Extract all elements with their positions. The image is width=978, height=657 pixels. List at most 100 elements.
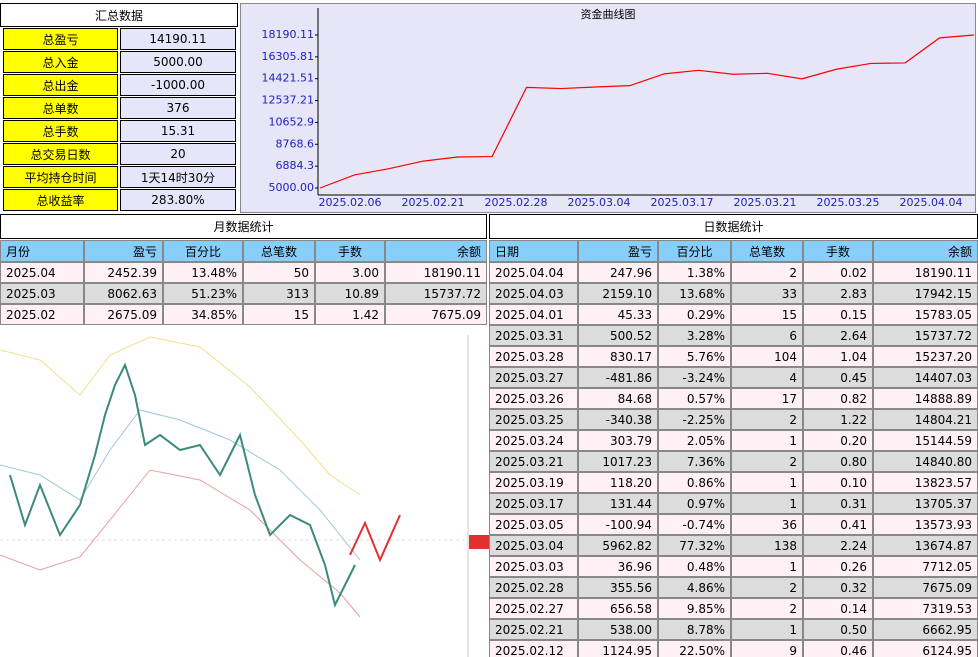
summary-label: 总手数 <box>3 120 118 142</box>
daily-table: 日数据统计 日期 盈亏 百分比 总笔数 手数 余额 2025.04.04 247.96 1.38%… <box>489 214 978 657</box>
table-cell: 2025.02.12 <box>489 640 578 657</box>
table-cell: 4 <box>731 367 803 388</box>
summary-label: 总入金 <box>3 51 118 73</box>
table-cell: 830.17 <box>578 346 658 367</box>
table-cell: 2025.03.17 <box>489 493 578 514</box>
table-cell: 2025.03.26 <box>489 388 578 409</box>
table-cell: 77.32% <box>658 535 731 556</box>
table-cell: 10.89 <box>315 283 385 304</box>
table-cell: 0.50 <box>803 619 873 640</box>
band-mid <box>0 409 361 561</box>
table-cell: 656.58 <box>578 598 658 619</box>
table-cell: 0.46 <box>803 640 873 657</box>
y-tick-label: 6884.3 <box>276 159 315 172</box>
table-cell: 303.79 <box>578 430 658 451</box>
x-tick-label: 2025.02.28 <box>485 196 548 209</box>
table-cell: 2025.02.28 <box>489 577 578 598</box>
table-cell: 0.82 <box>803 388 873 409</box>
column-header: 手数 <box>803 240 873 262</box>
table-cell: 2025.03 <box>0 283 84 304</box>
table-title: 月数据统计 <box>0 214 487 239</box>
summary-label: 平均持仓时间 <box>3 166 118 188</box>
table-cell: 0.32 <box>803 577 873 598</box>
x-tick-label: 2025.02.21 <box>402 196 465 209</box>
table-cell: 247.96 <box>578 262 658 283</box>
table-cell: 0.26 <box>803 556 873 577</box>
table-cell: 15737.72 <box>873 325 978 346</box>
table-cell: 18190.11 <box>873 262 978 283</box>
table-cell: 0.45 <box>803 367 873 388</box>
table-cell: 104 <box>731 346 803 367</box>
table-cell: -2.25% <box>658 409 731 430</box>
y-tick-label: 12537.21 <box>262 94 315 107</box>
table-cell: 2025.02.27 <box>489 598 578 619</box>
table-cell: 36 <box>731 514 803 535</box>
table-cell: -340.38 <box>578 409 658 430</box>
table-cell: 2025.03.05 <box>489 514 578 535</box>
table-cell: 50 <box>243 262 315 283</box>
table-cell: 13.48% <box>163 262 243 283</box>
table-cell: 138 <box>731 535 803 556</box>
summary-value: 5000.00 <box>120 51 236 73</box>
table-cell: 7712.05 <box>873 556 978 577</box>
table-cell: 18190.11 <box>385 262 487 283</box>
table-cell: 538.00 <box>578 619 658 640</box>
summary-value: -1000.00 <box>120 74 236 96</box>
table-cell: 2025.03.21 <box>489 451 578 472</box>
table-cell: 6 <box>731 325 803 346</box>
table-cell: 2025.03.24 <box>489 430 578 451</box>
price-path <box>9 362 356 608</box>
table-cell: 355.56 <box>578 577 658 598</box>
table-cell: 2025.03.27 <box>489 367 578 388</box>
table-cell: 15144.59 <box>873 430 978 451</box>
image-bg <box>0 325 489 657</box>
table-cell: 2025.03.28 <box>489 346 578 367</box>
x-tick-label: 2025.04.04 <box>900 196 963 209</box>
equity-chart: 资金曲线图 5000.00 6884.3 8768.6 10652.9 12537.21… <box>240 3 976 213</box>
table-cell: 131.44 <box>578 493 658 514</box>
summary-value: 14190.11 <box>120 28 236 50</box>
band-upper <box>0 336 361 496</box>
summary-title: 汇总数据 <box>0 3 238 27</box>
table-cell: 13705.37 <box>873 493 978 514</box>
table-cell: 2025.03.25 <box>489 409 578 430</box>
table-cell: -481.86 <box>578 367 658 388</box>
table-title: 日数据统计 <box>489 214 978 239</box>
summary-value: 376 <box>120 97 236 119</box>
table-cell: 2025.03.19 <box>489 472 578 493</box>
table-cell: 8.78% <box>658 619 731 640</box>
table-cell: 9 <box>731 640 803 657</box>
table-cell: 1.04 <box>803 346 873 367</box>
monthly-table: 月数据统计 月份 盈亏 百分比 总笔数 手数 余额 2025.04 2452.39 13.48% 5… <box>0 214 487 325</box>
table-cell: 3.28% <box>658 325 731 346</box>
table-cell: 0.97% <box>658 493 731 514</box>
table-cell: 2.24 <box>803 535 873 556</box>
equity-line <box>319 34 975 189</box>
table-cell: 0.20 <box>803 430 873 451</box>
table-cell: 1 <box>731 430 803 451</box>
summary-value: 1天14时30分 <box>120 166 236 188</box>
table-cell: 36.96 <box>578 556 658 577</box>
table-cell: 1124.95 <box>578 640 658 657</box>
table-cell: 13.68% <box>658 283 731 304</box>
summary-value: 283.80% <box>120 189 236 211</box>
table-cell: 14888.89 <box>873 388 978 409</box>
table-cell: 51.23% <box>163 283 243 304</box>
price-tag <box>469 535 489 549</box>
table-cell: 3.00 <box>315 262 385 283</box>
table-cell: 45.33 <box>578 304 658 325</box>
arrow <box>349 514 401 563</box>
table-cell: 6662.95 <box>873 619 978 640</box>
table-cell: 2025.03.04 <box>489 535 578 556</box>
table-cell: 13573.93 <box>873 514 978 535</box>
table-cell: 1.38% <box>658 262 731 283</box>
x-tick-label: 2025.03.21 <box>734 196 797 209</box>
column-header: 余额 <box>385 240 487 262</box>
y-tick-label: 16305.81 <box>262 50 315 63</box>
table-cell: 0.57% <box>658 388 731 409</box>
table-cell: 0.80 <box>803 451 873 472</box>
table-cell: 2025.02 <box>0 304 84 325</box>
table-cell: 1 <box>731 556 803 577</box>
table-cell: 7675.09 <box>873 577 978 598</box>
column-header: 总笔数 <box>731 240 803 262</box>
